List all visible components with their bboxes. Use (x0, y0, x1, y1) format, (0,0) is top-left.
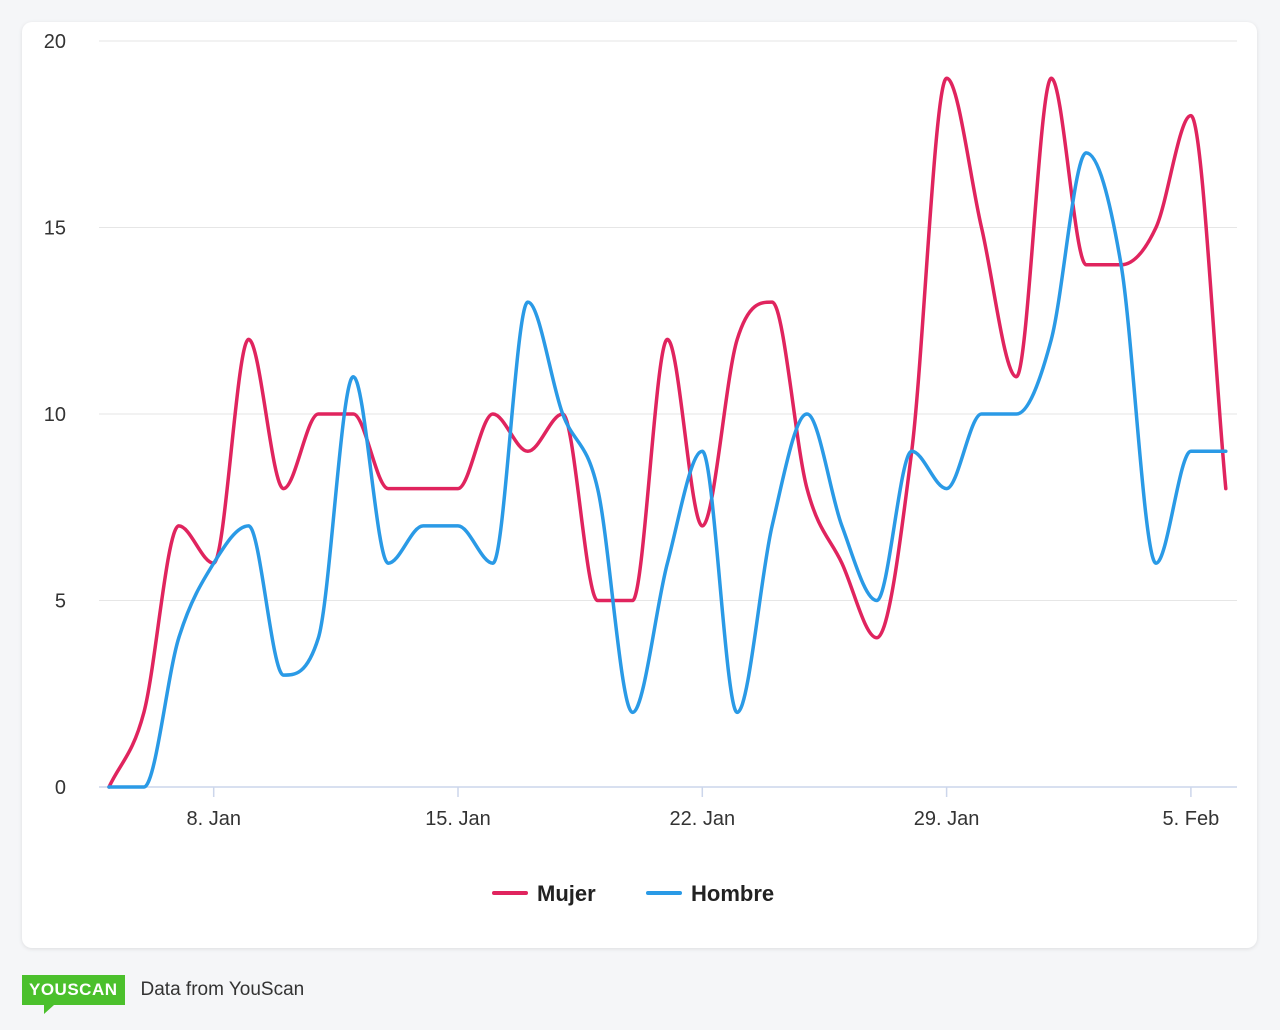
chart-card: 0 5 10 15 20 8. Jan 15. Jan 22. Jan 29. Jan 5. Fe… (22, 22, 1257, 948)
x-tick-label: 5. Feb (1163, 808, 1220, 830)
y-tick-label: 15 (44, 218, 66, 240)
y-tick-label: 5 (55, 591, 66, 613)
data-source-text: Data from YouScan (140, 979, 305, 1000)
series-line-mujer (107, 76, 1228, 789)
legend-label-mujer[interactable]: Mujer (537, 881, 596, 906)
x-tick-label: 29. Jan (914, 808, 980, 830)
logo-text: YOUSCAN (29, 980, 118, 999)
y-tick-label: 20 (44, 31, 66, 53)
x-tick-label: 15. Jan (425, 808, 491, 830)
youscan-logo[interactable]: YOUSCAN (22, 975, 125, 1014)
x-tick-label: 22. Jan (669, 808, 735, 830)
line-chart: 0 5 10 15 20 8. Jan 15. Jan 22. Jan 29. Jan 5. Fe… (44, 31, 1237, 906)
y-tick-label: 10 (44, 404, 66, 426)
series-line-hombre (107, 151, 1228, 789)
legend-label-hombre[interactable]: Hombre (691, 881, 774, 906)
y-tick-label: 0 (55, 777, 66, 799)
footer: YOUSCAN Data from YouScan (22, 970, 305, 1014)
logo-speech-tail-icon (44, 1005, 54, 1014)
x-tick-label: 8. Jan (186, 808, 240, 830)
